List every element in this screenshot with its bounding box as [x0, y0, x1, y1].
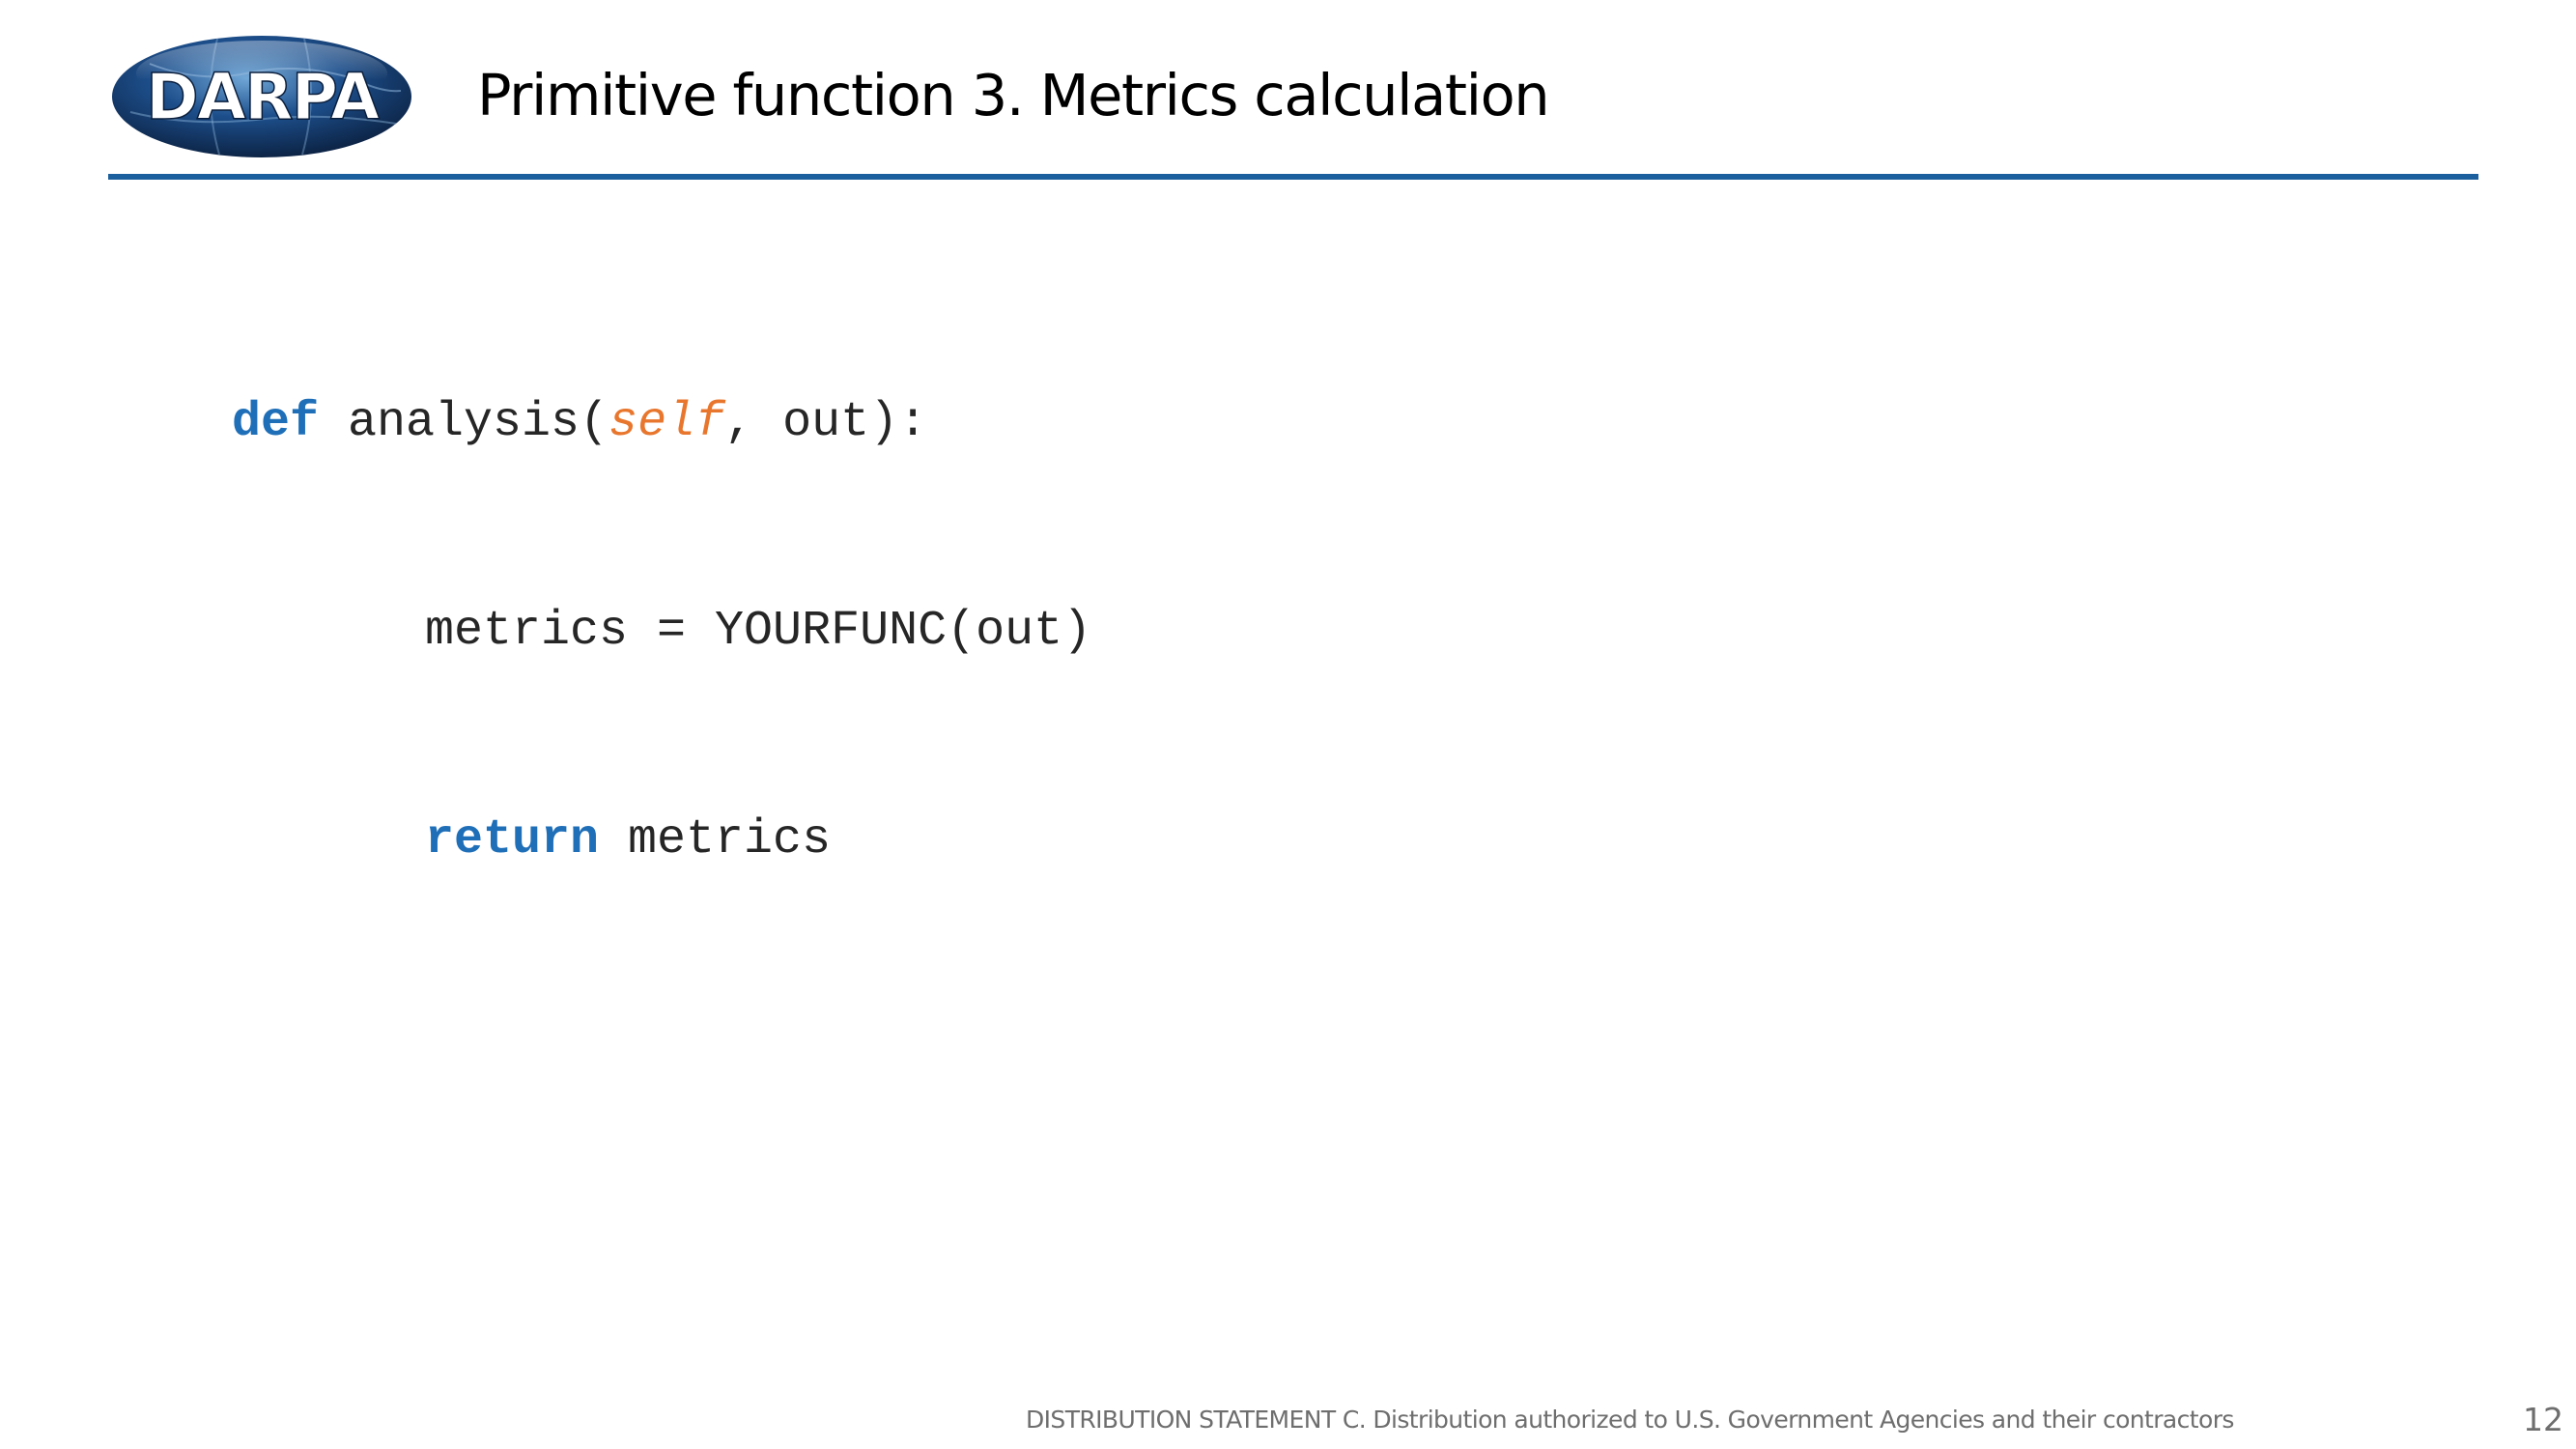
page-number: 12 — [2523, 1401, 2563, 1438]
code-line-return: return metrics — [232, 806, 1091, 875]
darpa-logo: DARPA — [111, 35, 412, 158]
logo-wordmark: DARPA — [146, 60, 380, 134]
code-line-assignment: metrics = YOURFUNC(out) — [232, 597, 1091, 667]
self-parameter: self — [609, 395, 725, 450]
signature-rest: , out): — [724, 395, 928, 450]
code-line-def: def analysis(self, out): — [232, 388, 1091, 458]
slide-title: Primitive function 3. Metrics calculatio… — [477, 62, 1550, 128]
keyword-def: def — [232, 395, 320, 450]
keyword-return: return — [425, 812, 600, 867]
distribution-statement: DISTRIBUTION STATEMENT C. Distribution a… — [1026, 1406, 2234, 1434]
function-signature: analysis( — [319, 395, 609, 450]
return-value: metrics — [599, 812, 832, 867]
code-block: def analysis(self, out): metrics = YOURF… — [232, 249, 1091, 945]
title-divider — [108, 174, 2478, 180]
assignment-statement: metrics = YOURFUNC(out) — [425, 604, 1092, 659]
